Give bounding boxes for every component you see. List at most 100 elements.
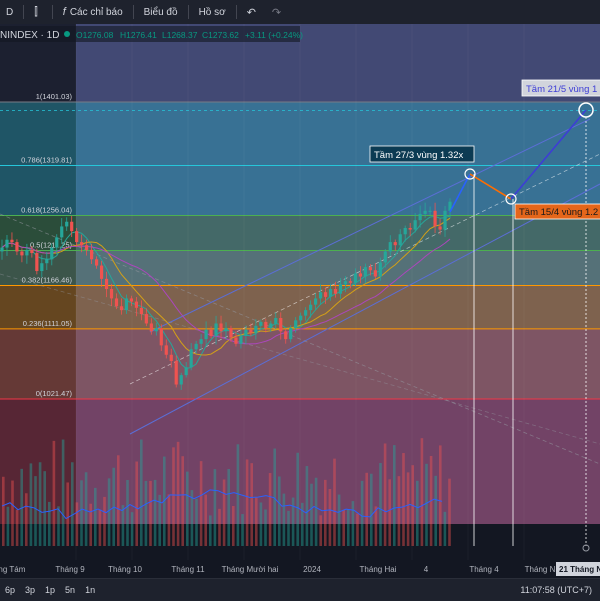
- target-marker-1[interactable]: [464, 168, 476, 180]
- symbol-name[interactable]: NINDEX · 1D: [0, 30, 59, 41]
- candle: [90, 249, 94, 260]
- annotation-2[interactable]: Tầm 15/4 vùng 1.2: [514, 203, 600, 220]
- volume-bar: [190, 490, 194, 546]
- candle: [144, 314, 148, 324]
- volume-bar: [204, 494, 207, 546]
- candle: [363, 267, 367, 277]
- volume-bar: [163, 456, 166, 546]
- candle: [65, 221, 69, 227]
- market-open-dot: [64, 31, 70, 37]
- candle: [304, 310, 308, 316]
- time-axis-label: 2024: [303, 565, 321, 574]
- volume-bar: [264, 509, 267, 546]
- volume-bar: [98, 509, 102, 546]
- volume-bar: [273, 448, 276, 546]
- candle: [338, 284, 343, 294]
- volume-bar: [94, 487, 97, 546]
- fib-level-label: 0.618(1256.04): [21, 205, 72, 214]
- descending-dashed-line-2[interactable]: [0, 273, 600, 445]
- candle: [318, 292, 323, 299]
- range-6p[interactable]: 6p: [5, 585, 16, 595]
- annotation-3-text: Tầm 21/5 vùng 1: [526, 84, 597, 95]
- volume-bar: [296, 452, 299, 546]
- candle: [269, 323, 273, 329]
- target-marker-2[interactable]: [505, 193, 517, 205]
- candle: [124, 298, 129, 311]
- trend-channel[interactable]: [0, 118, 600, 465]
- candle: [408, 228, 412, 230]
- candle: [413, 220, 417, 230]
- redo-icon: ↷: [271, 6, 282, 19]
- chart-type-button[interactable]: Biểu đồ: [138, 0, 184, 24]
- range-1n[interactable]: 1n: [85, 585, 96, 595]
- candle: [154, 328, 158, 332]
- candles-style-button[interactable]: ⫿: [28, 0, 48, 24]
- interval-button[interactable]: D: [0, 0, 19, 24]
- volume-bar: [397, 476, 401, 546]
- volume-bar: [287, 510, 290, 546]
- candle: [94, 259, 99, 266]
- indicators-button[interactable]: f Các chỉ báo: [57, 0, 129, 24]
- volume-bar: [218, 508, 221, 546]
- range-3p[interactable]: 3p: [25, 585, 36, 595]
- volume-bar: [153, 479, 157, 546]
- candle: [164, 345, 168, 355]
- range-5n[interactable]: 5n: [65, 585, 76, 595]
- candle: [259, 321, 263, 326]
- candle: [169, 354, 173, 362]
- candle: [423, 210, 427, 214]
- candle: [433, 210, 437, 227]
- candle: [348, 281, 353, 283]
- candle: [398, 234, 402, 246]
- redo-button[interactable]: ↷: [266, 0, 291, 24]
- volume-bar: [130, 512, 134, 546]
- candle: [129, 298, 134, 302]
- candle: [80, 242, 84, 246]
- volume-bar: [107, 478, 111, 546]
- candle: [60, 226, 64, 238]
- fib-band: [0, 285, 600, 329]
- volume-bar: [245, 459, 249, 546]
- clock[interactable]: 11:07:58 (UTC+7): [520, 585, 592, 595]
- candle: [20, 251, 24, 256]
- descending-dashed-line[interactable]: [0, 213, 600, 465]
- volume-bar: [278, 476, 281, 546]
- volume-bar: [314, 477, 318, 546]
- fib-level-label: 0.786(1319.81): [21, 156, 72, 165]
- volume-bar: [172, 447, 175, 546]
- candle: [199, 339, 203, 344]
- candle: [323, 292, 328, 297]
- candle: [264, 321, 268, 329]
- candle: [443, 210, 447, 230]
- volume-bar: [425, 463, 428, 546]
- candle: [249, 329, 253, 333]
- volume-bar: [213, 469, 217, 546]
- undo-button[interactable]: ↶: [241, 0, 266, 24]
- candle: [134, 301, 138, 308]
- candle: [353, 273, 358, 283]
- volume-bar: [402, 453, 405, 546]
- fibonacci-retracement[interactable]: 1(1401.03) 0.786(1319.81) 0.618(1256.04) 0.…: [0, 92, 600, 524]
- volume-series: [1, 438, 451, 546]
- time-axis[interactable]: Tháng Tám Tháng 9 Tháng 10 Tháng 11 Tháng Mư…: [0, 560, 600, 578]
- fib-band: [0, 328, 600, 399]
- fib-level-label: 0.382(1166.46): [22, 276, 73, 285]
- volume-bar: [176, 441, 180, 546]
- candle: [109, 289, 114, 299]
- ohlc-legend: NINDEX · 1D O1276.08 H1276.41 L1268.37 C…: [0, 26, 303, 42]
- price-chart[interactable]: 1(1401.03) 0.786(1319.81) 0.618(1256.04) 0.…: [0, 24, 600, 578]
- annotation-3[interactable]: Tầm 21/5 vùng 1: [521, 79, 600, 97]
- profile-button[interactable]: Hồ sơ: [193, 0, 232, 24]
- channel-lower-line[interactable]: [129, 183, 600, 435]
- projection-path[interactable]: [449, 102, 594, 552]
- volume-bar: [236, 444, 240, 546]
- volume-bar: [15, 509, 19, 546]
- candle: [448, 201, 452, 211]
- volume-bar: [324, 479, 327, 546]
- range-1p[interactable]: 1p: [45, 585, 56, 595]
- channel-upper-line[interactable]: [149, 118, 591, 333]
- annotation-1[interactable]: Tầm 27/3 vùng 1.32x: [369, 145, 475, 163]
- volume-bar: [135, 461, 138, 546]
- volume-bar: [117, 455, 120, 546]
- volume-bar: [167, 494, 171, 546]
